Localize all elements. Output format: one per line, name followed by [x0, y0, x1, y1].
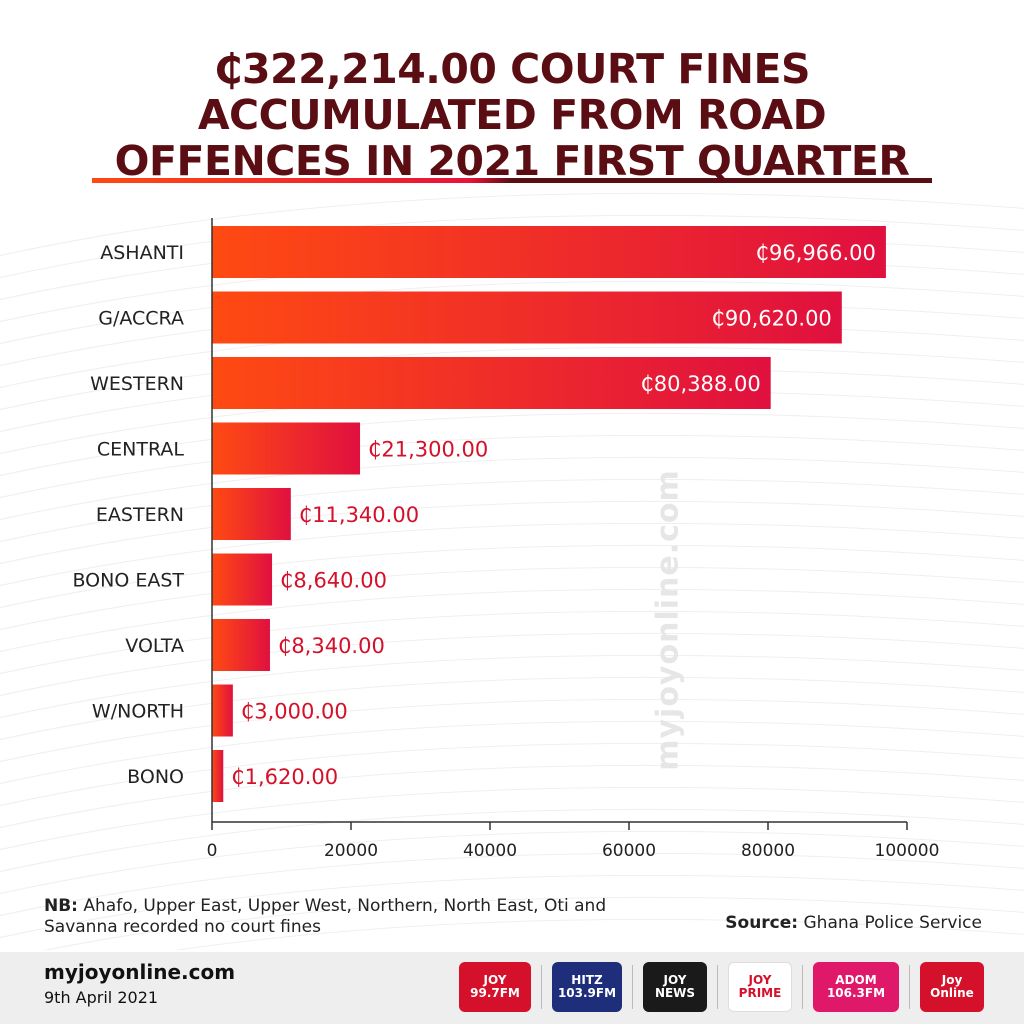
bar [212, 619, 270, 671]
x-tick-label: 40000 [463, 841, 517, 861]
bar [212, 357, 771, 409]
x-tick-label: 0 [207, 841, 218, 861]
adom-fm-logo: ADOM 106.3FM [813, 962, 899, 1012]
category-label: EASTERN [96, 504, 184, 526]
x-tick-label: 60000 [602, 841, 656, 861]
footer: myjoyonline.com 9th April 2021 JOY 99.7F… [0, 952, 1024, 1024]
category-label: W/NORTH [92, 701, 184, 723]
data-label: ₵1,620.00 [231, 765, 338, 789]
title-underline [92, 178, 932, 183]
category-label: G/ACCRA [98, 308, 184, 330]
logo-divider [802, 965, 803, 1009]
joy-prime-logo: JOY PRIME [728, 962, 792, 1012]
data-label: ₵11,340.00 [299, 503, 419, 527]
category-label: BONO EAST [72, 570, 184, 592]
title-line-3: OFFENCES IN 2021 FIRST QUARTER [114, 137, 910, 185]
category-label: BONO [127, 766, 184, 788]
bar [212, 553, 273, 606]
data-label: ₵96,966.00 [756, 241, 876, 265]
logo-divider [632, 965, 633, 1009]
category-label: ASHANTI [100, 242, 184, 264]
note-text: Ahafo, Upper East, Upper West, Northern,… [44, 896, 607, 937]
logo-divider [909, 965, 910, 1009]
title-line-1: ₵322,214.00 COURT FINES [214, 45, 811, 93]
note: NB: Ahafo, Upper East, Upper West, North… [44, 896, 684, 938]
bar-chart: ASHANTI ₵96,966.00 G/ACCRA ₵90,620.00 WESTER… [72, 218, 940, 861]
joy-fm-logo: JOY 99.7FM [459, 962, 531, 1012]
chart-title: ₵322,214.00 COURT FINES ACCUMULATED FROM… [60, 46, 964, 184]
data-label: ₵8,640.00 [280, 569, 387, 593]
category-label: WESTERN [90, 373, 184, 395]
brand-logos: JOY 99.7FM HITZ 103.9FM JOY NEWS JOY PRI… [459, 962, 984, 1012]
data-label: ₵90,620.00 [712, 307, 832, 331]
bar [212, 750, 224, 802]
source-text: Ghana Police Service [798, 913, 982, 933]
bar [212, 422, 361, 475]
footer-site[interactable]: myjoyonline.com [44, 960, 236, 984]
category-label: CENTRAL [97, 439, 185, 461]
title-line-2: ACCUMULATED FROM ROAD [197, 91, 827, 139]
data-label: ₵80,388.00 [640, 372, 760, 396]
data-label: ₵3,000.00 [241, 700, 348, 724]
joy-news-logo: JOY NEWS [643, 962, 707, 1012]
bar [212, 684, 233, 737]
background-pattern [0, 192, 1024, 950]
bar [212, 226, 886, 278]
x-tick-label: 20000 [324, 841, 378, 861]
data-label: ₵8,340.00 [278, 634, 385, 658]
source-credit: Source: Ghana Police Service [725, 913, 982, 933]
x-tick-label: 100000 [875, 841, 940, 861]
logo-divider [541, 965, 542, 1009]
hitz-fm-logo: HITZ 103.9FM [552, 962, 622, 1012]
data-label: ₵21,300.00 [368, 438, 488, 462]
note-label: NB: [44, 896, 78, 916]
joy-online-logo: Joy Online [920, 962, 984, 1012]
x-tick-label: 80000 [741, 841, 795, 861]
footer-date: 9th April 2021 [44, 988, 159, 1007]
bar [212, 291, 842, 344]
source-label: Source: [725, 913, 799, 933]
bar [212, 488, 291, 540]
category-label: VOLTA [125, 635, 184, 657]
logo-divider [717, 965, 718, 1009]
